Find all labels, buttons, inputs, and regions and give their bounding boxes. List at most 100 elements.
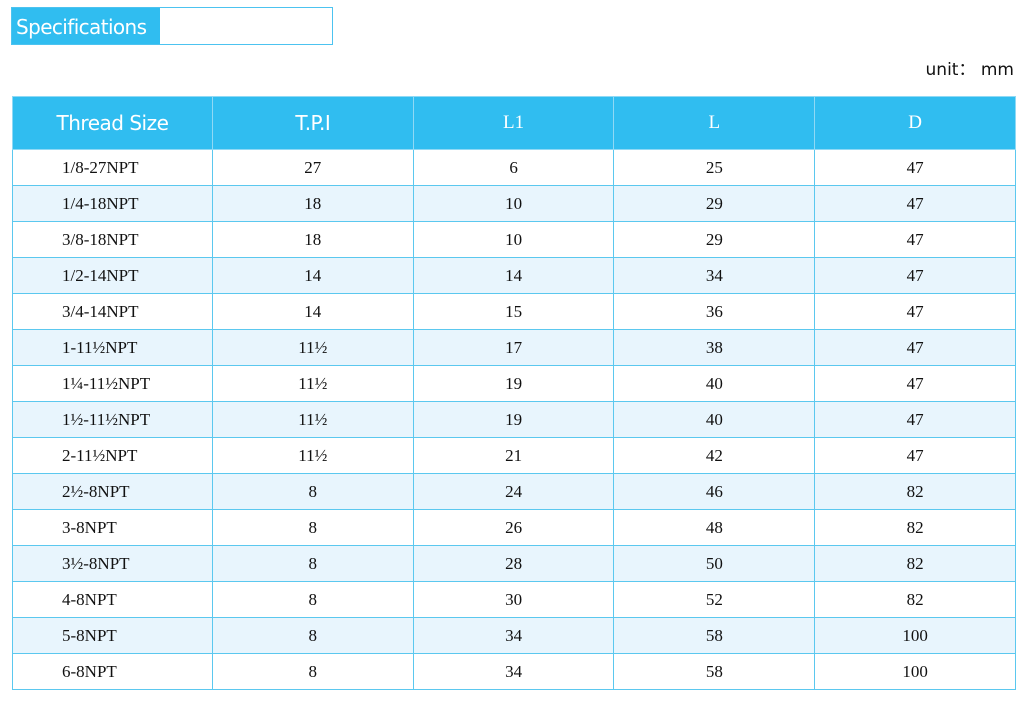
cell-tpi: 18 [211, 221, 414, 258]
table-row: 1-11½NPT 11½ 17 38 47 [12, 329, 1016, 366]
cell-l: 48 [613, 509, 816, 546]
cell-l1: 19 [412, 365, 615, 402]
cell-tpi: 8 [211, 653, 414, 690]
table-row: 1¼-11½NPT 11½ 19 40 47 [12, 365, 1016, 402]
cell-thread-size: 3½-8NPT [12, 545, 213, 582]
table-row: 3/4-14NPT 14 15 36 47 [12, 293, 1016, 330]
cell-d: 47 [814, 365, 1016, 402]
cell-thread-size: 1-11½NPT [12, 329, 213, 366]
cell-thread-size: 5-8NPT [12, 617, 213, 654]
cell-l: 42 [613, 437, 816, 474]
unit-label: unit： mm [925, 60, 1014, 80]
cell-tpi: 8 [211, 509, 414, 546]
section-title: Specifications [12, 8, 160, 44]
table-row: 1/4-18NPT 18 10 29 47 [12, 185, 1016, 222]
table-row: 3½-8NPT 8 28 50 82 [12, 545, 1016, 582]
cell-l1: 15 [412, 293, 615, 330]
cell-l1: 19 [412, 401, 615, 438]
cell-thread-size: 1/8-27NPT [12, 149, 213, 186]
cell-l: 40 [613, 401, 816, 438]
cell-l: 38 [613, 329, 816, 366]
cell-l1: 34 [412, 653, 615, 690]
cell-thread-size: 2½-8NPT [12, 473, 213, 510]
section-title-box: Specifications [11, 7, 333, 45]
header-l: L [613, 96, 816, 150]
cell-thread-size: 4-8NPT [12, 581, 213, 618]
cell-tpi: 8 [211, 545, 414, 582]
specifications-table: Thread Size T.P.I L1 L D 1/8-27NPT 27 6 25 4… [12, 96, 1016, 690]
table-header-row: Thread Size T.P.I L1 L D [12, 96, 1016, 150]
cell-tpi: 11½ [211, 437, 414, 474]
header-l1: L1 [412, 96, 615, 150]
cell-tpi: 14 [211, 257, 414, 294]
cell-l: 58 [613, 617, 816, 654]
cell-tpi: 27 [211, 149, 414, 186]
cell-d: 82 [814, 545, 1016, 582]
header-thread-size: Thread Size [12, 96, 213, 150]
table-row: 2½-8NPT 8 24 46 82 [12, 473, 1016, 510]
cell-thread-size: 2-11½NPT [12, 437, 213, 474]
cell-thread-size: 1/4-18NPT [12, 185, 213, 222]
cell-tpi: 8 [211, 473, 414, 510]
table-row: 4-8NPT 8 30 52 82 [12, 581, 1016, 618]
table-row: 2-11½NPT 11½ 21 42 47 [12, 437, 1016, 474]
cell-d: 47 [814, 401, 1016, 438]
cell-thread-size: 3/8-18NPT [12, 221, 213, 258]
header-tpi: T.P.I [211, 96, 414, 150]
cell-l1: 34 [412, 617, 615, 654]
cell-d: 47 [814, 329, 1016, 366]
cell-l1: 6 [412, 149, 615, 186]
cell-d: 82 [814, 473, 1016, 510]
header-d: D [814, 96, 1016, 150]
cell-tpi: 11½ [211, 329, 414, 366]
cell-l1: 30 [412, 581, 615, 618]
cell-thread-size: 3/4-14NPT [12, 293, 213, 330]
cell-tpi: 14 [211, 293, 414, 330]
cell-d: 47 [814, 185, 1016, 222]
cell-tpi: 11½ [211, 401, 414, 438]
cell-l1: 14 [412, 257, 615, 294]
cell-l: 40 [613, 365, 816, 402]
cell-d: 47 [814, 257, 1016, 294]
cell-thread-size: 6-8NPT [12, 653, 213, 690]
cell-tpi: 8 [211, 617, 414, 654]
cell-l1: 24 [412, 473, 615, 510]
table-row: 3/8-18NPT 18 10 29 47 [12, 221, 1016, 258]
cell-l: 25 [613, 149, 816, 186]
cell-d: 47 [814, 293, 1016, 330]
cell-thread-size: 1¼-11½NPT [12, 365, 213, 402]
cell-l1: 21 [412, 437, 615, 474]
cell-l1: 17 [412, 329, 615, 366]
cell-l: 58 [613, 653, 816, 690]
table-row: 1/2-14NPT 14 14 34 47 [12, 257, 1016, 294]
cell-l1: 10 [412, 185, 615, 222]
cell-l: 52 [613, 581, 816, 618]
table-row: 1/8-27NPT 27 6 25 47 [12, 149, 1016, 186]
cell-l1: 10 [412, 221, 615, 258]
table-row: 5-8NPT 8 34 58 100 [12, 617, 1016, 654]
cell-l: 36 [613, 293, 816, 330]
cell-tpi: 8 [211, 581, 414, 618]
cell-l: 29 [613, 221, 816, 258]
cell-d: 47 [814, 149, 1016, 186]
cell-l1: 28 [412, 545, 615, 582]
cell-d: 47 [814, 221, 1016, 258]
cell-l: 50 [613, 545, 816, 582]
cell-l1: 26 [412, 509, 615, 546]
cell-thread-size: 3-8NPT [12, 509, 213, 546]
cell-thread-size: 1½-11½NPT [12, 401, 213, 438]
cell-d: 100 [814, 653, 1016, 690]
table-row: 3-8NPT 8 26 48 82 [12, 509, 1016, 546]
cell-d: 82 [814, 509, 1016, 546]
table-row: 1½-11½NPT 11½ 19 40 47 [12, 401, 1016, 438]
cell-d: 82 [814, 581, 1016, 618]
cell-l: 46 [613, 473, 816, 510]
cell-tpi: 18 [211, 185, 414, 222]
cell-l: 29 [613, 185, 816, 222]
cell-d: 47 [814, 437, 1016, 474]
cell-l: 34 [613, 257, 816, 294]
cell-thread-size: 1/2-14NPT [12, 257, 213, 294]
cell-tpi: 11½ [211, 365, 414, 402]
table-row: 6-8NPT 8 34 58 100 [12, 653, 1016, 690]
cell-d: 100 [814, 617, 1016, 654]
